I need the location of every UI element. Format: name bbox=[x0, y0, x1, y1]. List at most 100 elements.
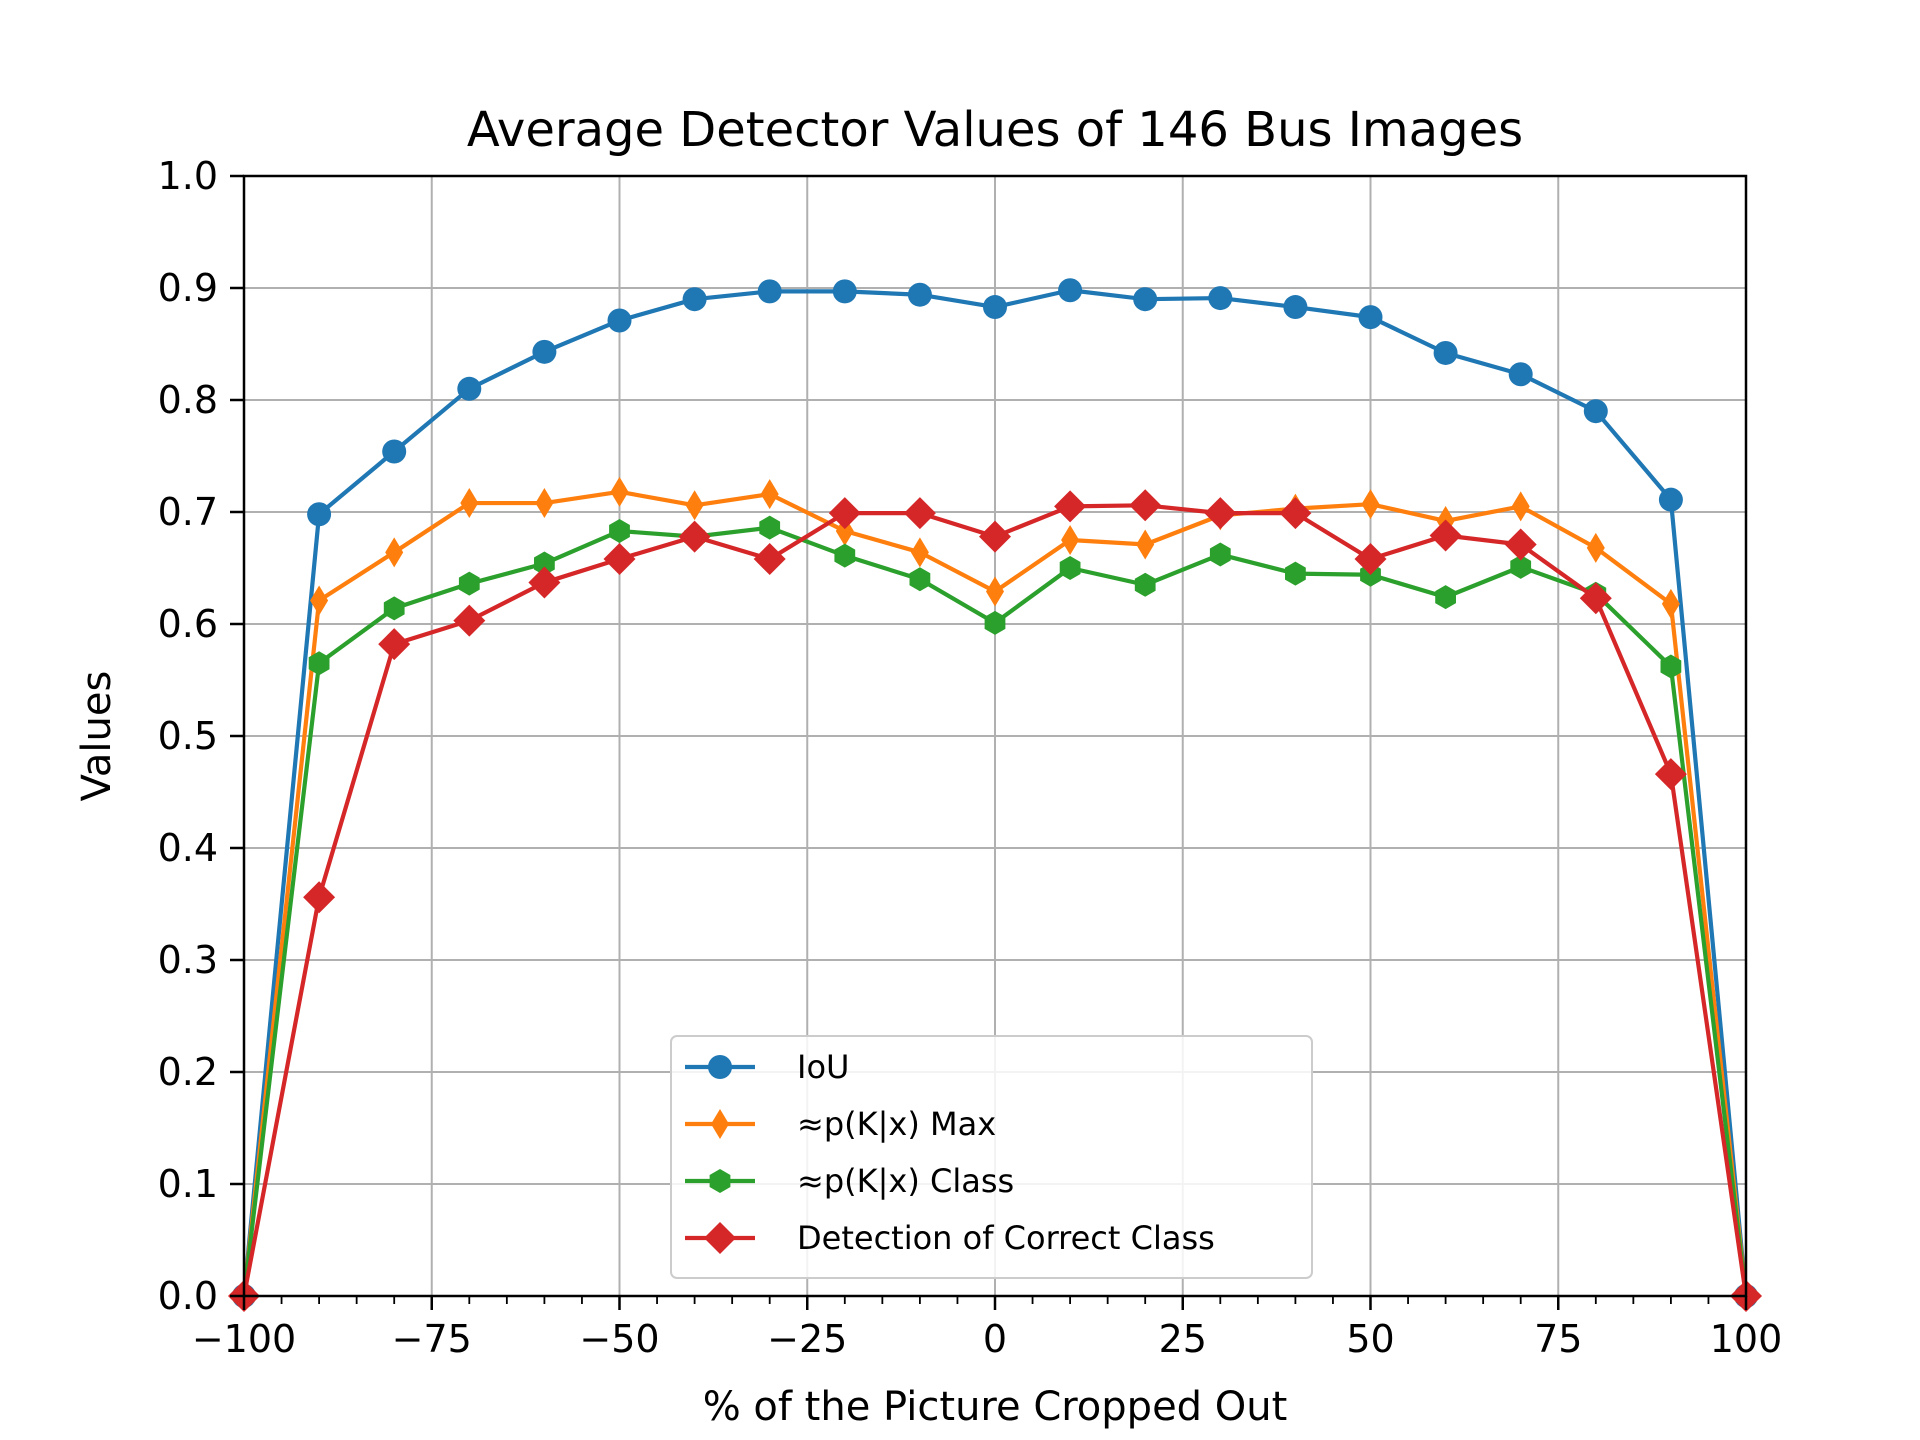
legend-marker bbox=[709, 1169, 731, 1193]
y-tick-label: 0.4 bbox=[158, 826, 218, 870]
data-point bbox=[1061, 525, 1080, 555]
data-point bbox=[609, 519, 630, 544]
x-tick-label: −75 bbox=[392, 1317, 472, 1361]
data-point bbox=[1511, 491, 1530, 522]
y-tick-label: 0.8 bbox=[158, 378, 218, 422]
data-point bbox=[310, 585, 329, 616]
legend-item-2: ≈p(K|x) Class bbox=[685, 1162, 1014, 1200]
data-point bbox=[1279, 497, 1312, 530]
data-point bbox=[910, 537, 929, 568]
data-point bbox=[753, 543, 786, 576]
data-point bbox=[1134, 572, 1156, 597]
x-tick-label: −25 bbox=[767, 1317, 847, 1361]
data-point bbox=[1204, 497, 1237, 530]
data-point bbox=[1504, 528, 1537, 561]
data-point bbox=[383, 596, 405, 621]
data-point bbox=[532, 339, 557, 364]
data-point bbox=[1361, 489, 1380, 520]
legend-item-1: ≈p(K|x) Max bbox=[685, 1105, 996, 1143]
data-point bbox=[1586, 532, 1605, 563]
chart-title: Average Detector Values of 146 Bus Image… bbox=[467, 102, 1523, 158]
data-point bbox=[385, 537, 404, 568]
data-point bbox=[1654, 758, 1687, 791]
x-axis-label: % of the Picture Cropped Out bbox=[703, 1384, 1288, 1430]
data-point bbox=[1059, 556, 1081, 580]
data-point bbox=[1508, 362, 1533, 387]
legend-marker bbox=[708, 1055, 732, 1079]
legend-label: IoU bbox=[797, 1048, 849, 1086]
data-point bbox=[1136, 529, 1155, 560]
data-point bbox=[832, 279, 857, 304]
legend-label: ≈p(K|x) Class bbox=[797, 1162, 1014, 1200]
data-point bbox=[983, 295, 1007, 320]
data-point bbox=[1661, 588, 1680, 619]
data-point bbox=[1209, 542, 1231, 567]
x-tick-label: −100 bbox=[192, 1317, 296, 1361]
data-point bbox=[457, 376, 482, 401]
data-point bbox=[685, 490, 704, 521]
legend-item-0: IoU bbox=[685, 1048, 849, 1086]
y-tick-label: 0.1 bbox=[158, 1162, 218, 1206]
series-0 bbox=[232, 278, 1758, 1308]
data-point bbox=[535, 488, 554, 519]
data-point bbox=[607, 308, 632, 333]
data-point bbox=[979, 520, 1011, 553]
legend-label: ≈p(K|x) Max bbox=[797, 1105, 996, 1143]
series-3 bbox=[228, 489, 1762, 1312]
x-tick-label: −50 bbox=[579, 1317, 659, 1361]
data-point bbox=[828, 497, 861, 530]
data-point bbox=[759, 515, 781, 540]
data-point bbox=[382, 439, 407, 464]
data-point bbox=[1285, 561, 1306, 586]
y-tick-label: 0.7 bbox=[158, 490, 218, 534]
y-tick-label: 0.0 bbox=[158, 1274, 218, 1318]
data-point bbox=[1429, 519, 1462, 552]
data-point bbox=[907, 282, 932, 307]
x-tick-label: 25 bbox=[1159, 1317, 1207, 1361]
y-tick-label: 0.5 bbox=[158, 714, 218, 758]
data-point bbox=[834, 543, 856, 568]
data-point bbox=[1354, 543, 1387, 576]
data-point bbox=[1658, 487, 1683, 512]
data-point bbox=[682, 287, 707, 312]
data-point bbox=[308, 651, 330, 676]
data-point bbox=[1058, 278, 1083, 303]
y-tick-label: 1.0 bbox=[158, 154, 218, 198]
y-axis-label: Values bbox=[74, 671, 120, 802]
data-point bbox=[460, 488, 479, 519]
data-point bbox=[378, 628, 411, 661]
data-point bbox=[458, 571, 480, 596]
data-point bbox=[1208, 286, 1233, 311]
data-point bbox=[909, 567, 931, 592]
data-point bbox=[1054, 490, 1087, 523]
data-point bbox=[534, 551, 555, 576]
data-point bbox=[453, 604, 486, 637]
data-point bbox=[760, 479, 779, 510]
data-point bbox=[610, 476, 629, 507]
x-tick-label: 50 bbox=[1346, 1317, 1394, 1361]
data-point bbox=[757, 279, 782, 304]
data-point bbox=[986, 576, 1004, 607]
data-point bbox=[603, 543, 636, 576]
series-group bbox=[228, 278, 1762, 1312]
data-point bbox=[984, 610, 1006, 635]
data-point bbox=[528, 566, 561, 599]
data-point bbox=[1433, 340, 1458, 365]
legend: IoU ≈p(K|x) Max ≈p(K|x) Class Detection of … bbox=[670, 1035, 1313, 1279]
y-tick-label: 0.9 bbox=[158, 266, 218, 310]
x-tick-label: 75 bbox=[1534, 1317, 1582, 1361]
data-point bbox=[1510, 554, 1532, 579]
y-tick-label: 0.3 bbox=[158, 938, 218, 982]
data-point bbox=[678, 520, 711, 553]
legend-marker bbox=[704, 1222, 736, 1254]
data-point bbox=[1660, 654, 1682, 679]
data-point bbox=[1358, 305, 1383, 330]
legend-label: Detection of Correct Class bbox=[797, 1219, 1215, 1257]
data-point bbox=[303, 881, 336, 914]
data-point bbox=[1583, 399, 1608, 424]
y-tick-label: 0.2 bbox=[158, 1050, 218, 1094]
y-tick-label: 0.6 bbox=[158, 602, 218, 646]
data-point bbox=[1129, 489, 1162, 522]
data-point bbox=[1133, 287, 1158, 312]
